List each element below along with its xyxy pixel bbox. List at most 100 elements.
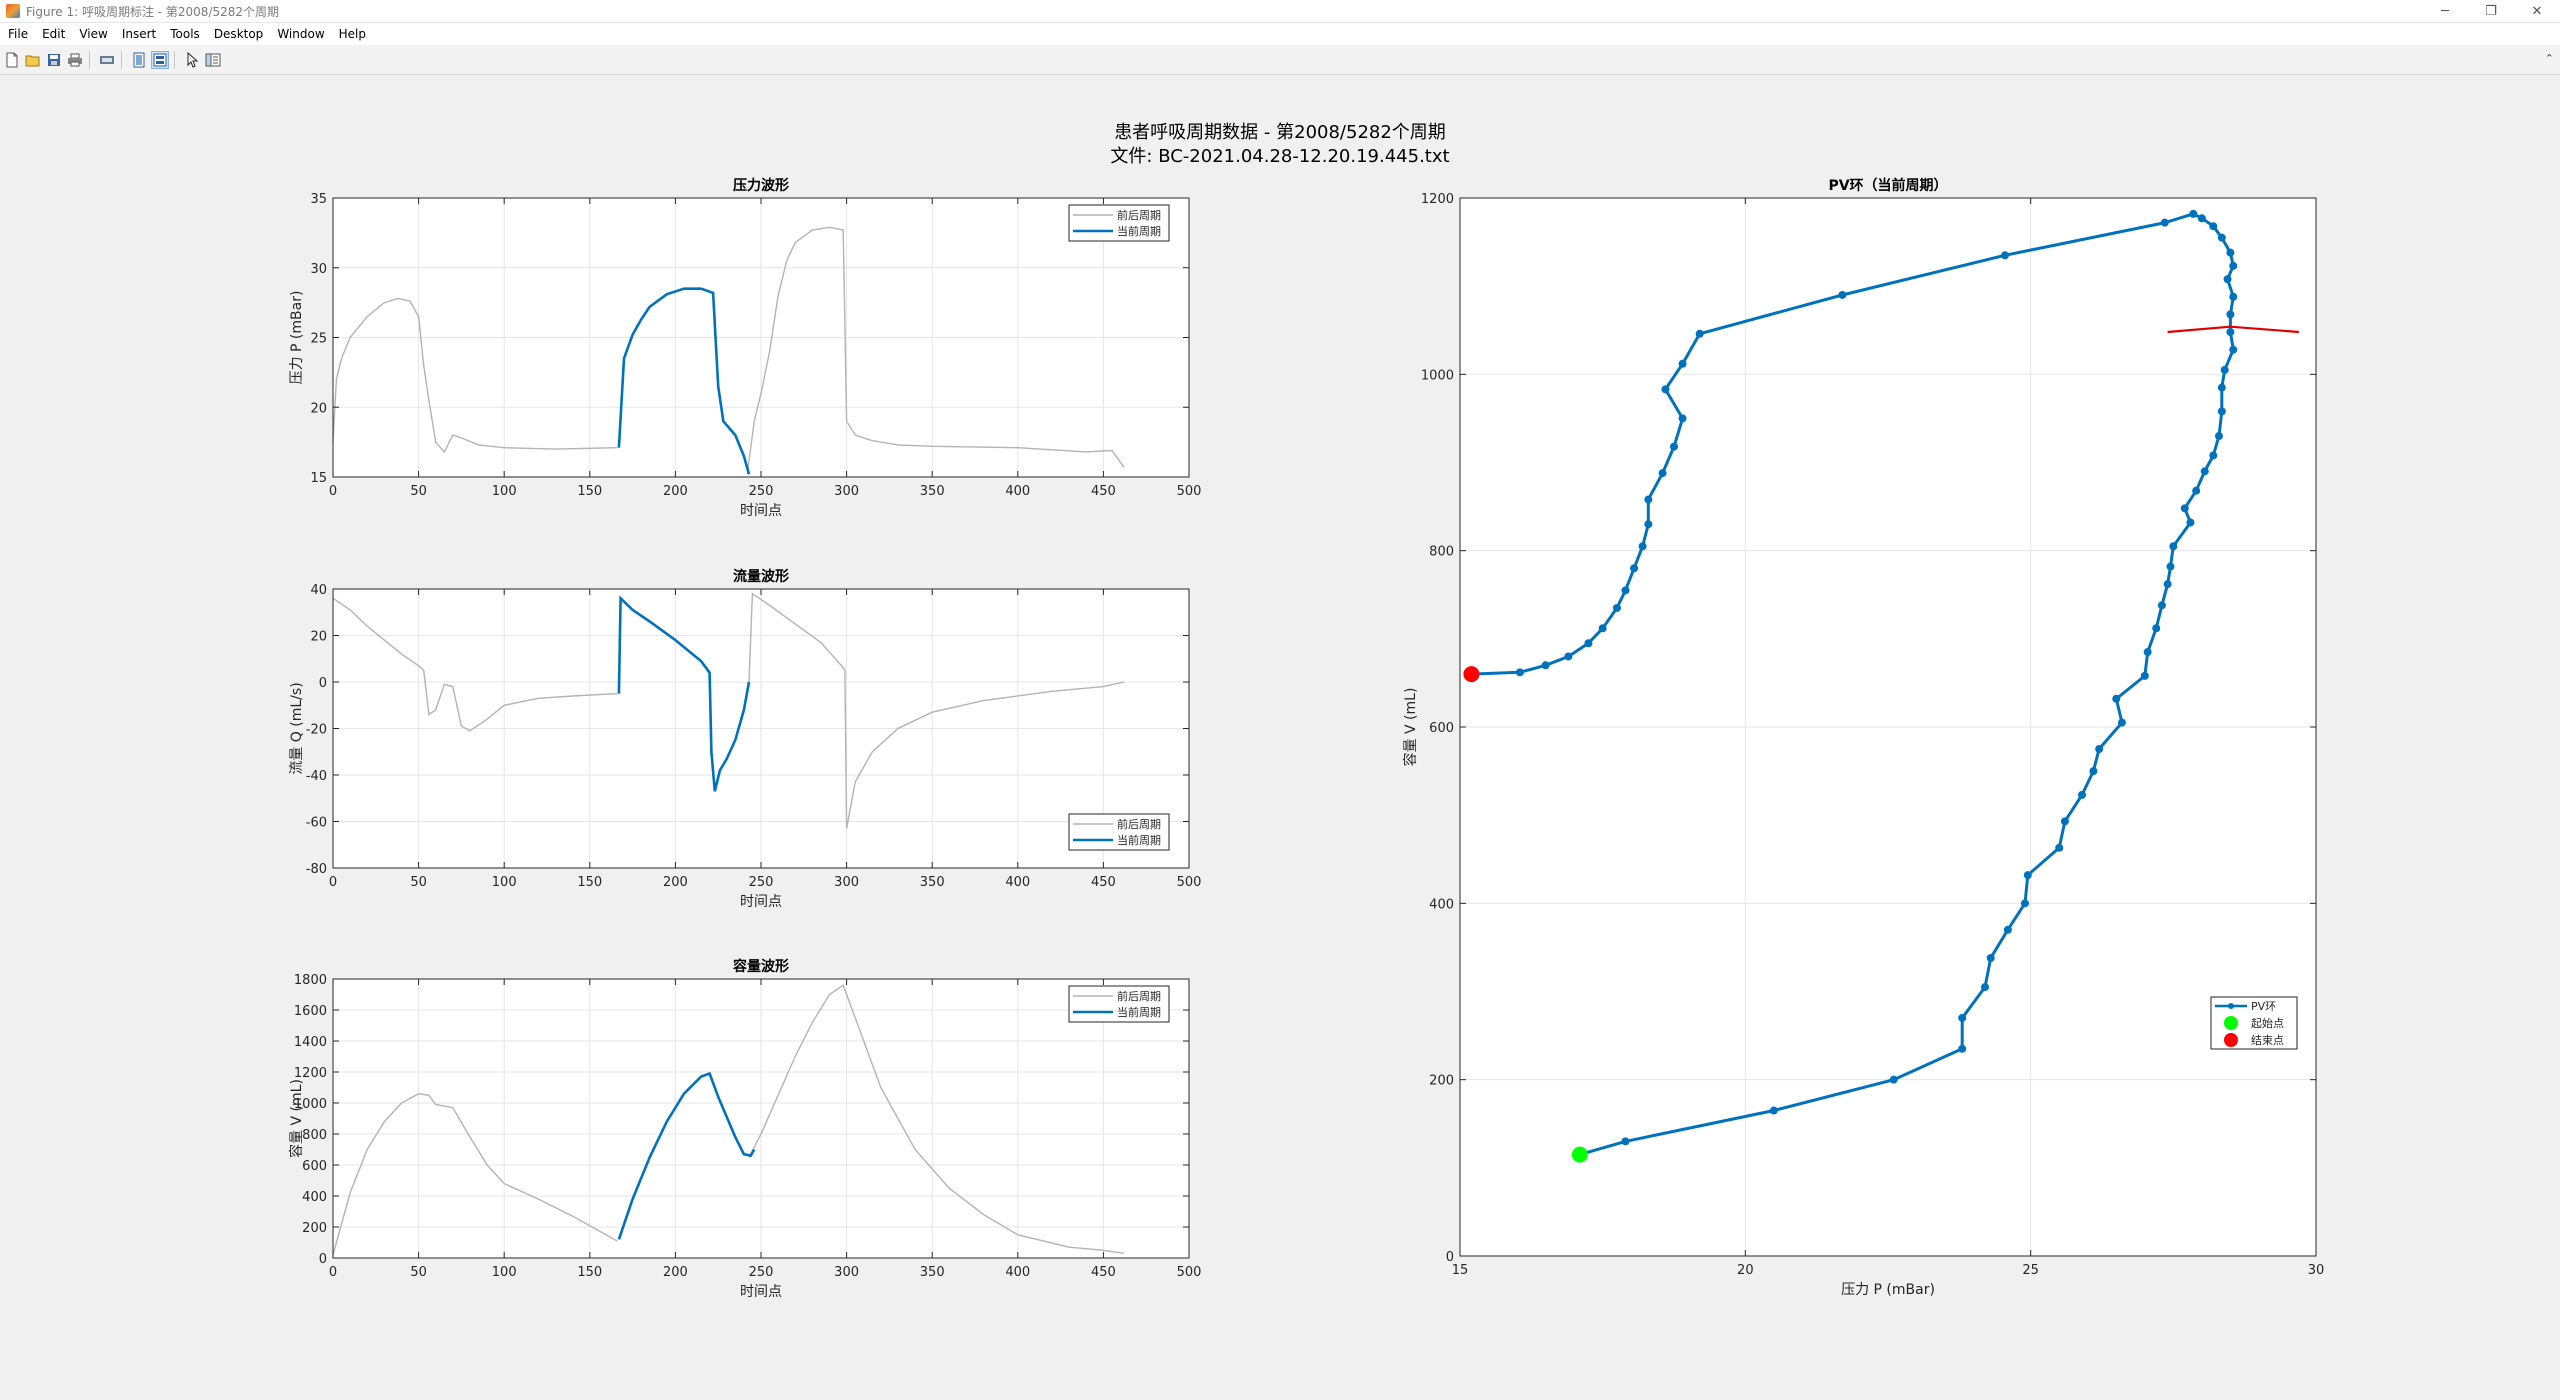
menu-tools[interactable]: Tools bbox=[170, 27, 200, 41]
pv-loop-point bbox=[1670, 442, 1678, 451]
x-tick-label: 450 bbox=[1091, 875, 1116, 890]
open-file-icon[interactable] bbox=[24, 51, 42, 69]
history-cycle-line bbox=[746, 226, 1125, 475]
pv-loop-point bbox=[2078, 790, 2087, 799]
axes-title: PV环（当前周期） bbox=[1828, 177, 1947, 194]
pv-loop-point bbox=[2055, 843, 2064, 852]
figure-suptitle-line1: 患者呼吸周期数据 - 第2008/5282个周期 bbox=[1114, 122, 1446, 143]
minimize-button[interactable]: ─ bbox=[2441, 3, 2449, 19]
menu-file[interactable]: File bbox=[8, 27, 29, 41]
legend-pv-marker bbox=[2228, 1003, 2234, 1009]
menu-desktop[interactable]: Desktop bbox=[213, 27, 264, 41]
x-tick-label: 25 bbox=[2022, 1263, 2039, 1278]
dock-icon[interactable] bbox=[130, 51, 148, 69]
new-figure-icon[interactable] bbox=[3, 51, 21, 69]
pv-loop-point bbox=[2060, 817, 2069, 826]
pv-loop-point bbox=[1981, 983, 1990, 992]
x-tick-label: 100 bbox=[492, 1265, 517, 1280]
pv-loop-point bbox=[1644, 520, 1653, 529]
history-cycle-line bbox=[332, 597, 618, 732]
pv-loop-point bbox=[1986, 953, 1995, 962]
pv-loop-point bbox=[2214, 432, 2223, 441]
y-tick-label: 0 bbox=[1446, 1250, 1454, 1265]
current-cycle-line bbox=[617, 1071, 756, 1240]
menu-bar: File Edit View Insert Tools Desktop Wind… bbox=[0, 23, 2560, 45]
restore-button[interactable]: ❐ bbox=[2485, 3, 2497, 19]
legend-end-label: 结束点 bbox=[2251, 1034, 2284, 1047]
close-button[interactable]: ✕ bbox=[2531, 3, 2543, 19]
current-cycle-line bbox=[617, 287, 751, 475]
pv-loop-point bbox=[1621, 1137, 1630, 1146]
print-icon[interactable] bbox=[66, 51, 84, 69]
red-marker-line bbox=[2167, 325, 2299, 334]
menu-edit[interactable]: Edit bbox=[42, 27, 66, 41]
print-preview-icon[interactable] bbox=[98, 51, 116, 69]
x-tick-label: 300 bbox=[834, 1265, 859, 1280]
history-cycle-line bbox=[748, 592, 1125, 829]
pv-loop-point bbox=[2229, 345, 2238, 354]
menu-insert[interactable]: Insert bbox=[121, 27, 157, 41]
history-cycle-line bbox=[332, 1092, 618, 1256]
arrow-pointer-icon[interactable] bbox=[183, 51, 201, 69]
legend-box bbox=[1068, 204, 1170, 242]
pv-loop-point bbox=[1598, 624, 1607, 633]
property-editor-icon[interactable] bbox=[204, 51, 222, 69]
y-tick-label: 1400 bbox=[294, 1035, 327, 1050]
y-tick-label: 0 bbox=[319, 1252, 327, 1267]
x-tick-label: 0 bbox=[329, 875, 337, 890]
pv-loop-point bbox=[1612, 603, 1621, 612]
pv-loop-point bbox=[2180, 504, 2189, 513]
x-tick-label: 250 bbox=[749, 875, 774, 890]
menu-view[interactable]: View bbox=[79, 27, 108, 41]
pv-loop-point bbox=[2000, 251, 2009, 260]
x-tick-label: 50 bbox=[410, 1265, 427, 1280]
pv-loop-point bbox=[1661, 385, 1670, 394]
pv-loop-point bbox=[2220, 365, 2229, 374]
axes-title: 容量波形 bbox=[732, 958, 789, 975]
legend-current-label: 当前周期 bbox=[1117, 833, 1161, 847]
menu-window[interactable]: Window bbox=[277, 27, 325, 41]
x-tick-label: 300 bbox=[834, 484, 859, 499]
x-tick-label: 400 bbox=[1005, 875, 1030, 890]
x-tick-label: 20 bbox=[1737, 1263, 1754, 1278]
legend-current-label: 当前周期 bbox=[1117, 1005, 1161, 1019]
pv-loop-point bbox=[2217, 407, 2226, 416]
toolbar-collapse-icon[interactable]: ⌃ bbox=[2544, 52, 2554, 65]
axes-title: 流量波形 bbox=[733, 568, 789, 585]
x-axis-label: 时间点 bbox=[740, 894, 782, 910]
legend-box bbox=[1068, 813, 1170, 851]
y-tick-label: 400 bbox=[302, 1190, 327, 1205]
save-icon[interactable] bbox=[45, 51, 63, 69]
menu-help[interactable]: Help bbox=[338, 27, 366, 41]
x-tick-label: 450 bbox=[1091, 484, 1116, 499]
pv-loop-point bbox=[1769, 1106, 1778, 1115]
x-tick-label: 200 bbox=[663, 484, 688, 499]
pv-loop-point bbox=[2229, 292, 2238, 301]
pv-loop-point bbox=[2229, 261, 2238, 270]
y-tick-label: 1200 bbox=[1421, 192, 1454, 207]
x-tick-label: 100 bbox=[492, 484, 517, 499]
legend-history-label: 前后周期 bbox=[1117, 817, 1161, 831]
axes-2: 0 50 100 150 200 250 300 350 400 450 500-80-60-40-… bbox=[289, 568, 1201, 910]
x-tick-label: 150 bbox=[577, 875, 602, 890]
x-tick-label: 150 bbox=[577, 484, 602, 499]
y-tick-label: -60 bbox=[306, 816, 327, 831]
pv-loop-point bbox=[1958, 1013, 1967, 1022]
pv-loop-point bbox=[2217, 383, 2226, 392]
y-tick-label: 1600 bbox=[294, 1004, 327, 1019]
pv-loop-point bbox=[2192, 486, 2201, 495]
pv-loop-point bbox=[2095, 745, 2104, 754]
history-cycle-line bbox=[748, 984, 1125, 1254]
pv-loop-point bbox=[1838, 290, 1847, 299]
y-tick-label: 800 bbox=[302, 1128, 327, 1143]
y-tick-label: -20 bbox=[306, 723, 327, 738]
pv-loop-point bbox=[2197, 214, 2206, 223]
plots-svg: 0 50 100 150 200 250 300 350 400 450 5001520253035… bbox=[288, 177, 2324, 1300]
y-tick-label: 40 bbox=[310, 583, 327, 598]
x-axis-label: 压力 P (mBar) bbox=[1841, 1282, 1935, 1298]
x-tick-label: 400 bbox=[1005, 484, 1030, 499]
y-tick-label: 20 bbox=[310, 401, 327, 416]
toggle-legend-icon[interactable] bbox=[151, 51, 169, 69]
x-tick-label: 200 bbox=[663, 875, 688, 890]
y-axis-label: 压力 P (mBar) bbox=[289, 291, 305, 385]
